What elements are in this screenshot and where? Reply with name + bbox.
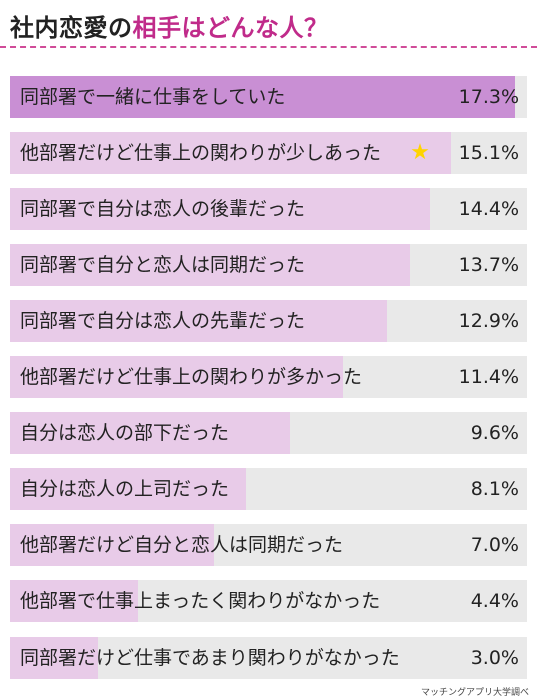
bar: [10, 132, 451, 174]
bar: [10, 412, 290, 454]
value-label: 7.0%: [470, 534, 519, 556]
bar-row: 自分は恋人の部下だった 9.6%: [10, 412, 527, 454]
value-label: 9.6%: [470, 422, 519, 444]
bar-row: 同部署で自分は恋人の後輩だった 14.4%: [10, 188, 527, 230]
value-label: 3.0%: [470, 647, 519, 669]
bar: [10, 300, 387, 342]
chart-title-main: 社内恋愛の: [10, 14, 133, 42]
value-label: 14.4%: [458, 198, 519, 220]
title-divider: [0, 46, 537, 48]
bar-label: 他部署だけど仕事上の関わりが多かった: [20, 366, 363, 388]
bar-label: 他部署で仕事上まったく関わりがなかった: [20, 590, 381, 612]
bar: [10, 188, 430, 230]
value-label: 8.1%: [470, 478, 519, 500]
bar-label: 同部署で自分は恋人の先輩だった: [20, 310, 306, 332]
value-label: 11.4%: [458, 366, 519, 388]
bar-label: 自分は恋人の部下だった: [20, 422, 230, 444]
chart-title-accent: 相手はどんな人？: [132, 14, 329, 42]
value-label: 15.1%: [458, 142, 519, 164]
bar: [10, 76, 515, 118]
bar: [10, 524, 214, 566]
bar-label: 同部署で自分は恋人の後輩だった: [20, 198, 306, 220]
value-label: 17.3%: [458, 86, 519, 108]
bar-row: 同部署で一緒に仕事をしていた 17.3%: [10, 76, 527, 118]
value-label: 4.4%: [470, 590, 519, 612]
bar: [10, 580, 138, 622]
bar: [10, 468, 246, 510]
bar-label: 同部署で一緒に仕事をしていた: [20, 86, 286, 108]
value-label: 12.9%: [458, 310, 519, 332]
star-icon: ★: [410, 140, 430, 165]
bar-row: 同部署だけど仕事であまり関わりがなかった 3.0%: [10, 637, 527, 679]
bar-row: 自分は恋人の上司だった 8.1%: [10, 468, 527, 510]
bar-label: 他部署だけど自分と恋人は同期だった: [20, 534, 344, 556]
bar-label: 同部署で自分と恋人は同期だった: [20, 254, 306, 276]
bar: [10, 637, 98, 679]
bar: [10, 244, 410, 286]
value-label: 13.7%: [458, 254, 519, 276]
bar: [10, 356, 343, 398]
bar-row: 他部署で仕事上まったく関わりがなかった 4.4%: [10, 580, 527, 622]
source-note: マッチングアプリ大学調べ: [420, 688, 529, 698]
bar-row: 同部署で自分は恋人の先輩だった 12.9%: [10, 300, 527, 342]
bar-row: 同部署で自分と恋人は同期だった 13.7%: [10, 244, 527, 286]
bar-label: 同部署だけど仕事であまり関わりがなかった: [20, 647, 400, 669]
chart-title: 社内恋愛の相手はどんな人？: [10, 8, 329, 42]
bar-label: 他部署だけど仕事上の関わりが少しあった: [20, 142, 382, 164]
bar-row: 他部署だけど仕事上の関わりが少しあった ★ 15.1%: [10, 132, 527, 174]
bar-row: 他部署だけど自分と恋人は同期だった 7.0%: [10, 524, 527, 566]
bar-label: 自分は恋人の上司だった: [20, 478, 230, 500]
bar-row: 他部署だけど仕事上の関わりが多かった 11.4%: [10, 356, 527, 398]
